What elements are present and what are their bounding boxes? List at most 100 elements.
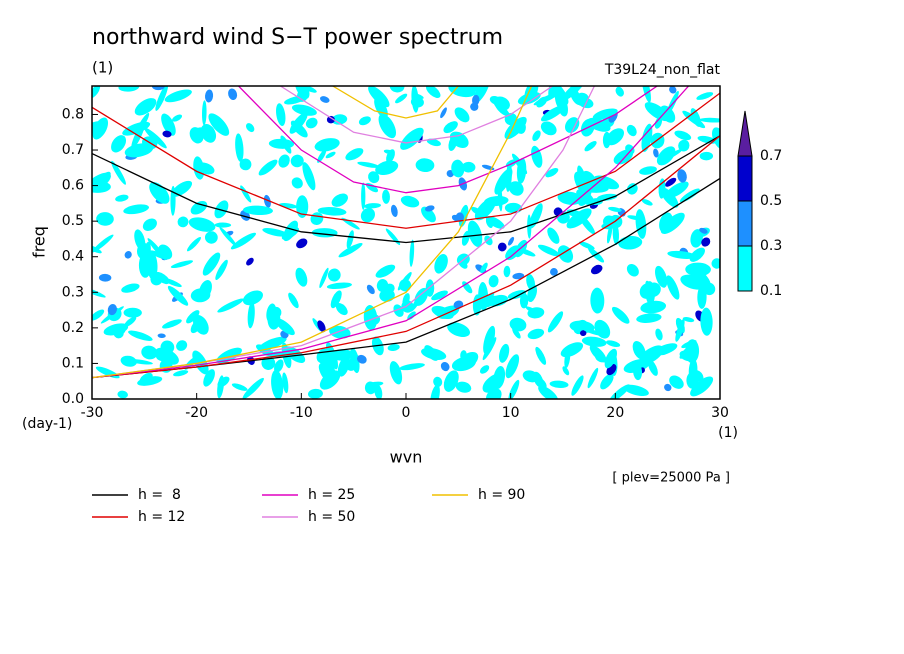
noise-blob bbox=[230, 232, 257, 250]
noise-blob bbox=[549, 380, 569, 388]
noise-blob bbox=[586, 117, 611, 132]
colorbar-label: 0.3 bbox=[760, 238, 782, 254]
noise-blob bbox=[433, 376, 443, 387]
noise-blob bbox=[113, 327, 124, 339]
noise-blob bbox=[291, 104, 317, 116]
noise-blob bbox=[390, 204, 398, 217]
noise-blob bbox=[508, 181, 524, 196]
noise-blob bbox=[503, 265, 511, 278]
noise-blob bbox=[443, 370, 459, 392]
dispersion-curve bbox=[92, 135, 720, 244]
noise-blob bbox=[421, 206, 436, 223]
noise-blob bbox=[566, 208, 592, 229]
noise-blob bbox=[407, 311, 416, 320]
subtitle-left: (1) bbox=[92, 59, 113, 77]
noise-blob bbox=[345, 148, 364, 161]
noise-blob bbox=[675, 318, 685, 342]
noise-blob bbox=[507, 236, 515, 246]
noise-blob bbox=[217, 298, 244, 313]
noise-blob bbox=[656, 146, 676, 166]
colorbar-label: 0.1 bbox=[760, 283, 782, 299]
noise-blob bbox=[393, 304, 404, 317]
noise-blob bbox=[699, 151, 714, 161]
noise-blob bbox=[305, 117, 318, 129]
noise-blob bbox=[141, 345, 158, 360]
noise-blob bbox=[376, 278, 389, 292]
noise-blob bbox=[363, 203, 381, 209]
x-tick-label: -20 bbox=[185, 405, 208, 421]
y-tick-label: 0.7 bbox=[62, 142, 84, 158]
noise-blob bbox=[290, 120, 308, 138]
x-tick-label: 10 bbox=[502, 405, 520, 421]
noise-blob bbox=[155, 347, 179, 365]
noise-blob bbox=[190, 201, 208, 215]
noise-blob bbox=[580, 183, 609, 193]
noise-blob bbox=[214, 222, 232, 228]
noise-blob bbox=[361, 182, 366, 210]
noise-blob bbox=[290, 154, 304, 168]
dispersion-curve bbox=[92, 92, 720, 229]
noise-blob bbox=[360, 207, 375, 223]
noise-blob bbox=[263, 194, 271, 208]
noise-blob bbox=[170, 260, 194, 269]
noise-blob bbox=[319, 370, 341, 390]
x-tick-label: -30 bbox=[81, 405, 104, 421]
noise-blob bbox=[641, 123, 653, 152]
noise-blob bbox=[357, 161, 380, 168]
noise-blob bbox=[701, 237, 711, 247]
y-tick-label: 0.0 bbox=[62, 391, 84, 407]
noise-blob bbox=[123, 307, 142, 318]
noise-blob bbox=[458, 351, 479, 370]
noise-blob bbox=[512, 272, 525, 280]
noise-blob bbox=[467, 86, 480, 93]
noise-blob bbox=[215, 259, 228, 281]
noise-blob bbox=[400, 195, 420, 208]
noise-blob bbox=[447, 322, 471, 338]
noise-blob bbox=[246, 257, 254, 266]
noise-blob bbox=[115, 194, 129, 202]
noise-blob bbox=[307, 388, 323, 399]
noise-blob bbox=[664, 383, 672, 392]
noise-blob bbox=[162, 277, 182, 288]
noise-blob bbox=[517, 92, 541, 105]
noise-blob bbox=[711, 258, 720, 269]
noise-blob bbox=[461, 230, 470, 246]
noise-blob bbox=[677, 169, 687, 183]
noise-blob bbox=[274, 359, 284, 373]
noise-blob bbox=[537, 378, 547, 389]
noise-blob bbox=[696, 92, 714, 100]
noise-blob bbox=[596, 193, 618, 201]
noise-blob bbox=[389, 361, 403, 385]
legend-label: h = 12 bbox=[138, 509, 185, 525]
noise-blob bbox=[529, 203, 543, 229]
noise-blob bbox=[325, 151, 336, 159]
noise-blob bbox=[699, 117, 720, 123]
noise-blob bbox=[527, 328, 545, 340]
noise-blob bbox=[655, 328, 663, 341]
noise-blob bbox=[235, 133, 244, 162]
noise-blob bbox=[590, 264, 603, 275]
noise-blob bbox=[193, 127, 207, 135]
noise-blob bbox=[409, 239, 415, 267]
noise-blob bbox=[399, 363, 425, 371]
noise-blob bbox=[171, 114, 183, 122]
contour-field bbox=[92, 86, 720, 399]
noise-blob bbox=[667, 250, 697, 259]
noise-blob bbox=[547, 311, 564, 333]
noise-blob bbox=[612, 223, 620, 245]
noise-blob bbox=[548, 86, 558, 100]
noise-blob bbox=[584, 141, 597, 152]
noise-blob bbox=[92, 234, 114, 253]
noise-blob bbox=[202, 100, 207, 126]
noise-blob bbox=[198, 280, 212, 300]
noise-blob bbox=[357, 354, 367, 364]
noise-blob bbox=[655, 265, 668, 288]
noise-blob bbox=[134, 229, 146, 251]
noise-blob bbox=[562, 366, 570, 376]
noise-blob bbox=[239, 158, 252, 171]
noise-blob bbox=[161, 113, 176, 136]
noise-blob bbox=[593, 175, 620, 190]
noise-blob bbox=[659, 105, 676, 123]
noise-blob bbox=[385, 228, 401, 245]
noise-blob bbox=[278, 154, 290, 168]
